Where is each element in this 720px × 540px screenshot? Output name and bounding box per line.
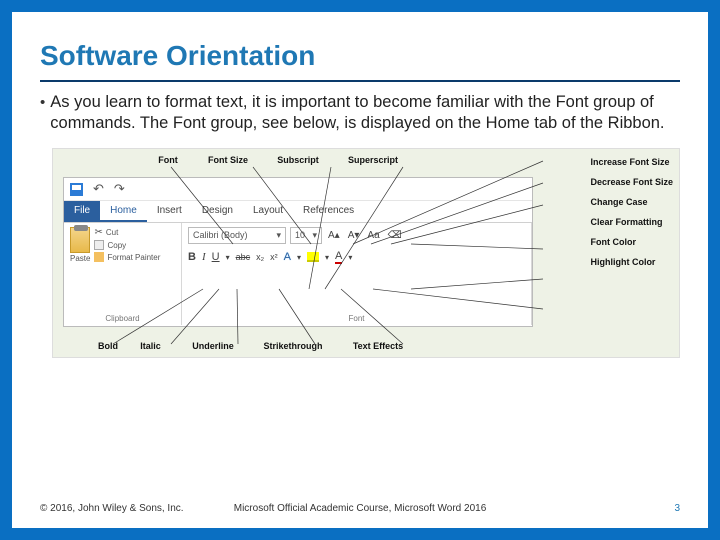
tab-file[interactable]: File (64, 201, 100, 222)
fx-dd-icon[interactable]: ▾ (297, 253, 301, 262)
format-painter-button[interactable]: Format Painter (94, 252, 160, 262)
text-effects-button[interactable]: A (284, 251, 291, 263)
label-underline: Underline (178, 341, 248, 351)
underline-dd-icon[interactable]: ▾ (226, 253, 230, 262)
scissors-icon: ✂ (94, 227, 102, 238)
page-number: 3 (674, 503, 680, 514)
label-font: Font (53, 155, 193, 165)
highlight-color-button[interactable] (307, 252, 319, 262)
tab-layout[interactable]: Layout (243, 201, 293, 222)
italic-button[interactable]: I (202, 251, 206, 263)
font-row-bottom: B I U ▾ abc x₂ x² A ▾ ▾ A ▾ (188, 250, 525, 264)
top-callout-labels: Font Font Size Subscript Superscript (53, 155, 413, 165)
save-icon[interactable] (70, 183, 83, 196)
font-group: Calibri (Body)▾ 10▾ A▴ A▾ Aa ⌫ B I U ▾ (182, 223, 532, 325)
ribbon-groups: Paste ✂Cut Copy Format Painter Clipboard… (64, 223, 532, 325)
change-case-button[interactable]: Aa (365, 229, 381, 242)
paste-label: Paste (70, 254, 90, 263)
hl-dd-icon[interactable]: ▾ (325, 253, 329, 262)
label-strikethrough: Strikethrough (248, 341, 338, 351)
label-decrease-font: Decrease Font Size (590, 177, 673, 187)
strikethrough-button[interactable]: abc (236, 252, 251, 262)
underline-button[interactable]: U (212, 251, 220, 263)
font-name-dropdown[interactable]: Calibri (Body)▾ (188, 227, 286, 244)
title-rule (40, 80, 680, 82)
subscript-button[interactable]: x₂ (256, 252, 264, 262)
label-increase-font: Increase Font Size (590, 157, 673, 167)
font-group-label: Font (188, 314, 525, 323)
brush-icon (94, 252, 104, 262)
ribbon-tabs: File Home Insert Design Layout Reference… (64, 201, 532, 223)
label-bold: Bold (53, 341, 123, 351)
font-row-top: Calibri (Body)▾ 10▾ A▴ A▾ Aa ⌫ (188, 227, 525, 244)
font-size-dropdown[interactable]: 10▾ (290, 227, 322, 244)
label-font-color: Font Color (590, 237, 673, 247)
footer-copyright: © 2016, John Wiley & Sons, Inc. (40, 503, 184, 514)
copy-button[interactable]: Copy (94, 240, 160, 250)
clear-formatting-button[interactable]: ⌫ (386, 229, 404, 242)
quick-access-toolbar: ↶ ↷ (64, 178, 532, 201)
copy-icon (94, 240, 104, 250)
clipboard-group-label: Clipboard (70, 314, 175, 323)
tab-design[interactable]: Design (192, 201, 243, 222)
clipboard-icons: Paste ✂Cut Copy Format Painter (70, 227, 175, 263)
label-highlight-color: Highlight Color (590, 257, 673, 267)
label-subscript: Subscript (263, 155, 333, 165)
superscript-button[interactable]: x² (270, 252, 278, 262)
grow-font-button[interactable]: A▴ (326, 229, 342, 242)
fc-dd-icon[interactable]: ▾ (348, 253, 352, 262)
footer-course: Microsoft Official Academic Course, Micr… (234, 503, 487, 514)
paste-icon[interactable] (70, 227, 90, 253)
tab-insert[interactable]: Insert (147, 201, 192, 222)
font-group-diagram: Font Font Size Subscript Superscript Inc… (52, 148, 680, 358)
slide: Software Orientation • As you learn to f… (12, 12, 708, 528)
label-font-size: Font Size (193, 155, 263, 165)
redo-icon[interactable]: ↷ (114, 181, 125, 197)
label-change-case: Change Case (590, 197, 673, 207)
label-superscript: Superscript (333, 155, 413, 165)
bottom-callout-labels: Bold Italic Underline Strikethrough Text… (53, 341, 418, 351)
label-italic: Italic (123, 341, 178, 351)
ribbon-screenshot: ↶ ↷ File Home Insert Design Layout Refer… (63, 177, 533, 327)
label-clear-formatting: Clear Formatting (590, 217, 673, 227)
label-text-effects: Text Effects (338, 341, 418, 351)
clipboard-group: Paste ✂Cut Copy Format Painter Clipboard (64, 223, 182, 325)
cut-button[interactable]: ✂Cut (94, 227, 160, 238)
bold-button[interactable]: B (188, 251, 196, 263)
slide-footer: © 2016, John Wiley & Sons, Inc. Microsof… (40, 503, 680, 514)
tab-home[interactable]: Home (100, 201, 147, 222)
tab-references[interactable]: References (293, 201, 364, 222)
font-color-button[interactable]: A (335, 250, 342, 264)
bullet-marker: • (40, 92, 50, 134)
slide-title: Software Orientation (12, 12, 708, 78)
body-text: As you learn to format text, it is impor… (50, 92, 680, 134)
undo-icon[interactable]: ↶ (93, 181, 104, 197)
right-callout-labels: Increase Font Size Decrease Font Size Ch… (590, 157, 673, 277)
body-bullet: • As you learn to format text, it is imp… (12, 92, 708, 144)
shrink-font-button[interactable]: A▾ (346, 229, 362, 242)
